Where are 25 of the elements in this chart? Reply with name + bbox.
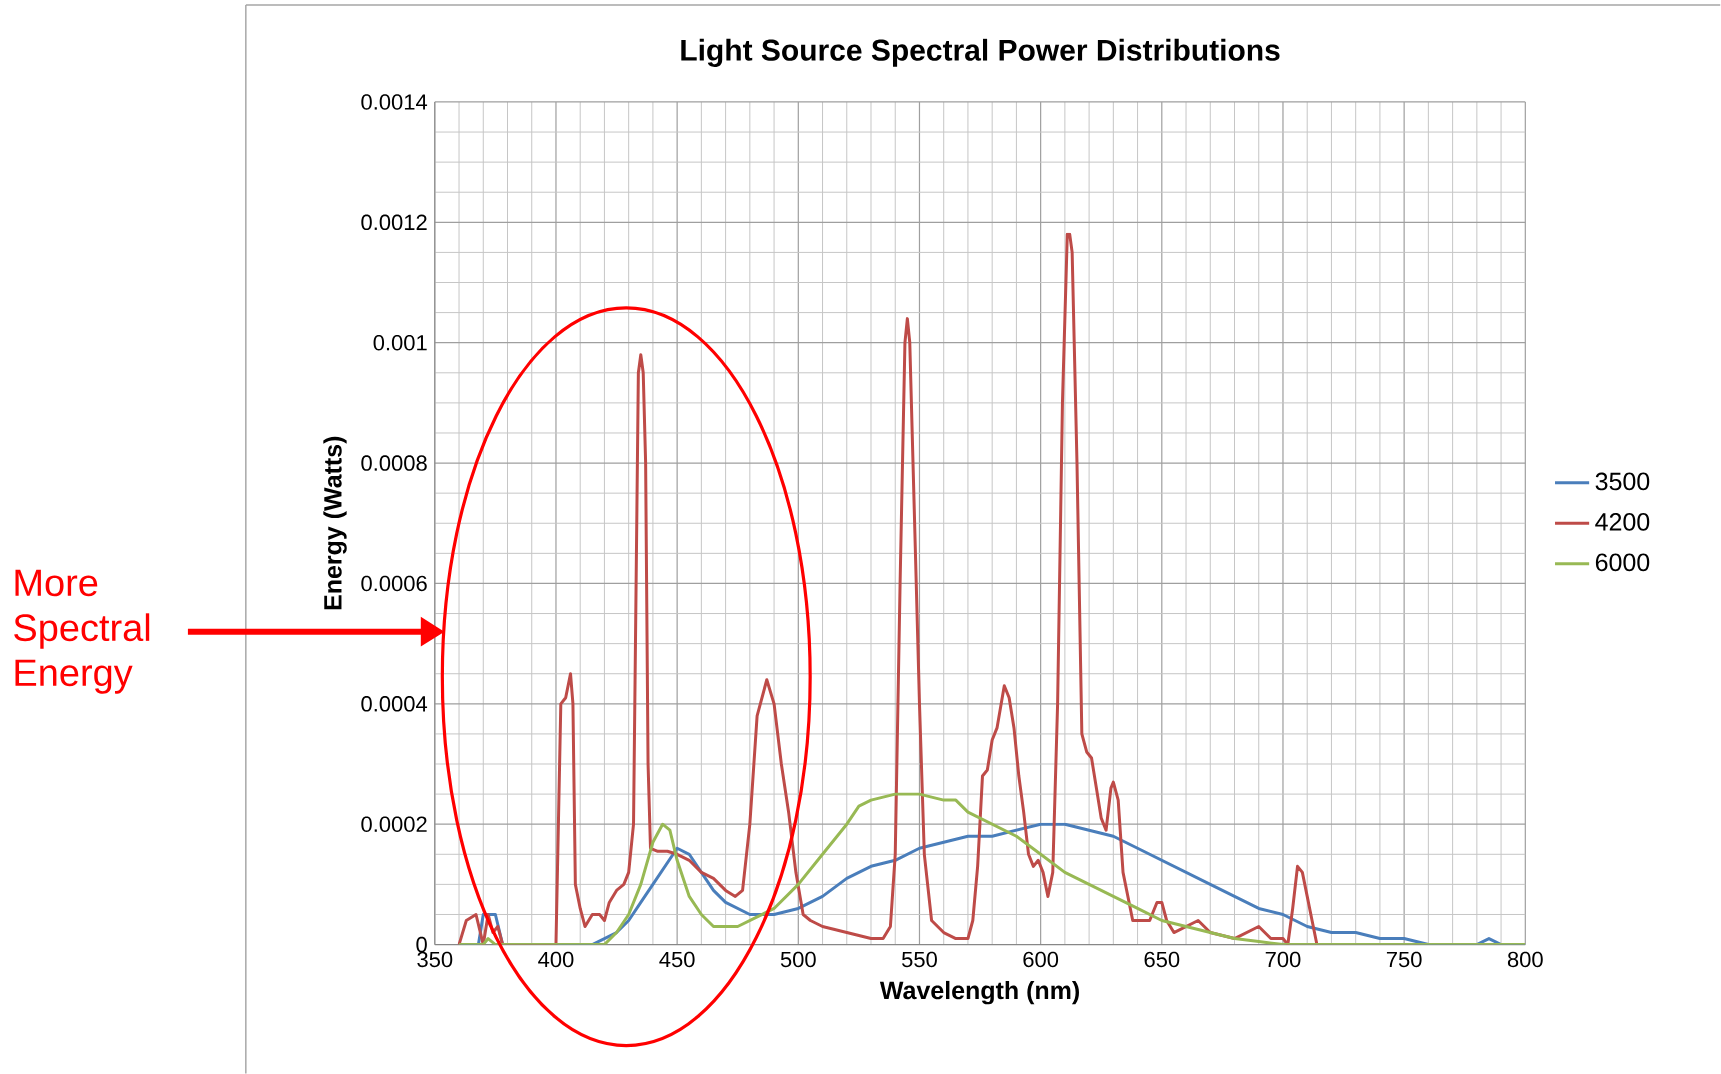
y-tick-label: 0.0006 — [361, 575, 427, 592]
y-tick-label: 0.001 — [373, 334, 427, 351]
x-tick-label: 650 — [1144, 951, 1180, 968]
text: More Spectral Energy — [14, 569, 150, 694]
legend-label: 3500 — [1595, 472, 1650, 491]
x-tick-label: 700 — [1265, 951, 1301, 968]
y-tick-label: 0.0008 — [361, 455, 427, 471]
chart-title: Light Source Spectral Power Distributions — [681, 38, 1280, 67]
x-tick-label: 450 — [659, 951, 695, 968]
y-tick-label: 0.0014 — [361, 94, 428, 110]
x-tick-label: 800 — [1507, 951, 1543, 968]
x-tick-label: 400 — [538, 951, 574, 968]
legend-label: 4200 — [1595, 512, 1650, 531]
y-tick-label: 0 — [416, 936, 427, 953]
y-tick-label: 0.0012 — [361, 214, 427, 230]
y-tick-label: 0.0002 — [361, 816, 427, 832]
x-tick-label: 600 — [1023, 951, 1059, 968]
y-tick-label: 0.0004 — [361, 695, 428, 712]
x-tick-label: 500 — [780, 951, 816, 968]
x-tick-label: 750 — [1386, 951, 1422, 968]
legend-label: 6000 — [1595, 553, 1650, 572]
x-tick-label: 550 — [902, 951, 937, 968]
y-axis-title: Energy (Watts) — [323, 436, 347, 610]
x-tick-label: 350 — [417, 951, 453, 968]
x-axis-title: Wavelength (nm) — [879, 980, 1079, 1005]
